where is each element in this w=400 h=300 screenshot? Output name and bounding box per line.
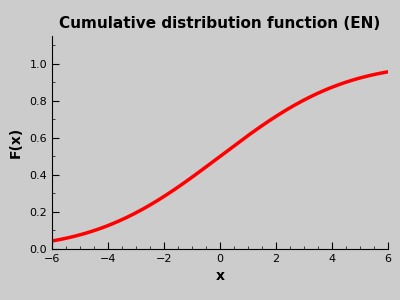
Title: Cumulative distribution function (EN): Cumulative distribution function (EN) [59,16,381,31]
Y-axis label: F(x): F(x) [8,127,22,158]
X-axis label: x: x [216,269,224,284]
